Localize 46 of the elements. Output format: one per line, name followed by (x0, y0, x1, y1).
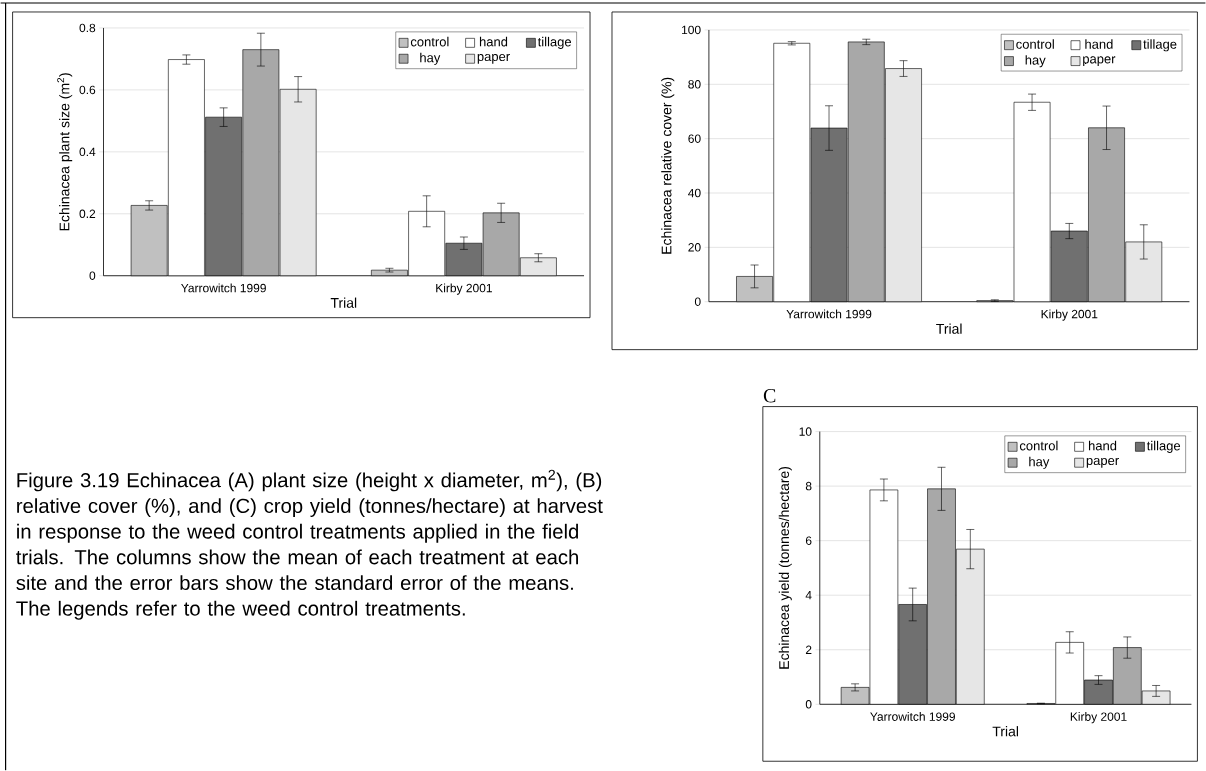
legend-label: hay (420, 52, 441, 65)
legend-label: hand (1088, 440, 1117, 451)
x-tick-label: Yarrowitch 1999 (870, 712, 955, 721)
legend-label: tillage (1143, 39, 1177, 52)
x-tick-label: Kirby 2001 (436, 283, 492, 295)
y-tick-label: 60 (688, 134, 701, 143)
legend-label: hay (1029, 456, 1050, 469)
y-axis-title: Echinacea yield (tonnes/hectare) (778, 467, 792, 669)
y-tick-label: 10 (799, 427, 812, 436)
y-tick-label: 0.2 (79, 209, 96, 219)
x-tick-label: Kirby 2001 (1070, 712, 1127, 724)
y-axis-title: Echinacea plant size (m$^{2}$) (57, 73, 73, 231)
legend-label: paper (477, 54, 510, 64)
y-tick-label: 0 (694, 297, 701, 307)
y-tick-label: 20 (688, 243, 701, 252)
x-tick-label: Yarrowitch 1999 (786, 309, 872, 319)
chart-title: C (763, 389, 776, 403)
x-tick-label: Yarrowitch 1999 (181, 283, 266, 293)
legend-label: control (1016, 39, 1054, 49)
x-axis-title: Trial (992, 726, 1019, 737)
x-axis-title: Trial (936, 323, 962, 334)
y-tick-label: 80 (688, 80, 701, 89)
y-tick-label: 4 (805, 591, 812, 600)
legend-label: hay (1025, 55, 1046, 68)
y-tick-label: 6 (805, 536, 812, 545)
x-tick-label: Kirby 2001 (1041, 309, 1098, 321)
legend-label: control (1019, 440, 1058, 451)
legend-label: hand (479, 36, 508, 47)
y-tick-label: 8 (805, 481, 812, 491)
y-axis-title: Echinacea relative cover (%) (661, 77, 675, 254)
y-tick-label: 0.8 (79, 23, 96, 33)
legend-label: tillage (537, 36, 572, 50)
legend-label: tillage (1146, 440, 1181, 454)
x-axis-title: Trial (330, 297, 357, 308)
y-tick-label: 0 (89, 271, 96, 281)
y-tick-label: 0 (805, 700, 812, 709)
caption: Figure 3.19 Echinacea (A) plant size (height x diameter, m$^{2}$), (B) relative cover (%), and (C) crop yield (tonnes/hectare) at harvest in response to the weed control treatments applied in the field trials. The columns show the mean of each treatment at each site and the error bars show the standard error of the means. The legends refer to the weed control treatments. (16, 469, 603, 620)
y-tick-label: 100 (682, 25, 701, 35)
y-tick-label: 0.4 (79, 147, 96, 157)
legend-label: hand (1085, 39, 1113, 49)
legend-label: control (410, 36, 449, 47)
y-tick-label: 0.6 (79, 85, 96, 95)
legend-label: paper (1086, 458, 1119, 468)
y-tick-label: 2 (805, 645, 812, 655)
y-tick-label: 40 (688, 188, 701, 198)
legend-label: paper (1083, 56, 1116, 67)
